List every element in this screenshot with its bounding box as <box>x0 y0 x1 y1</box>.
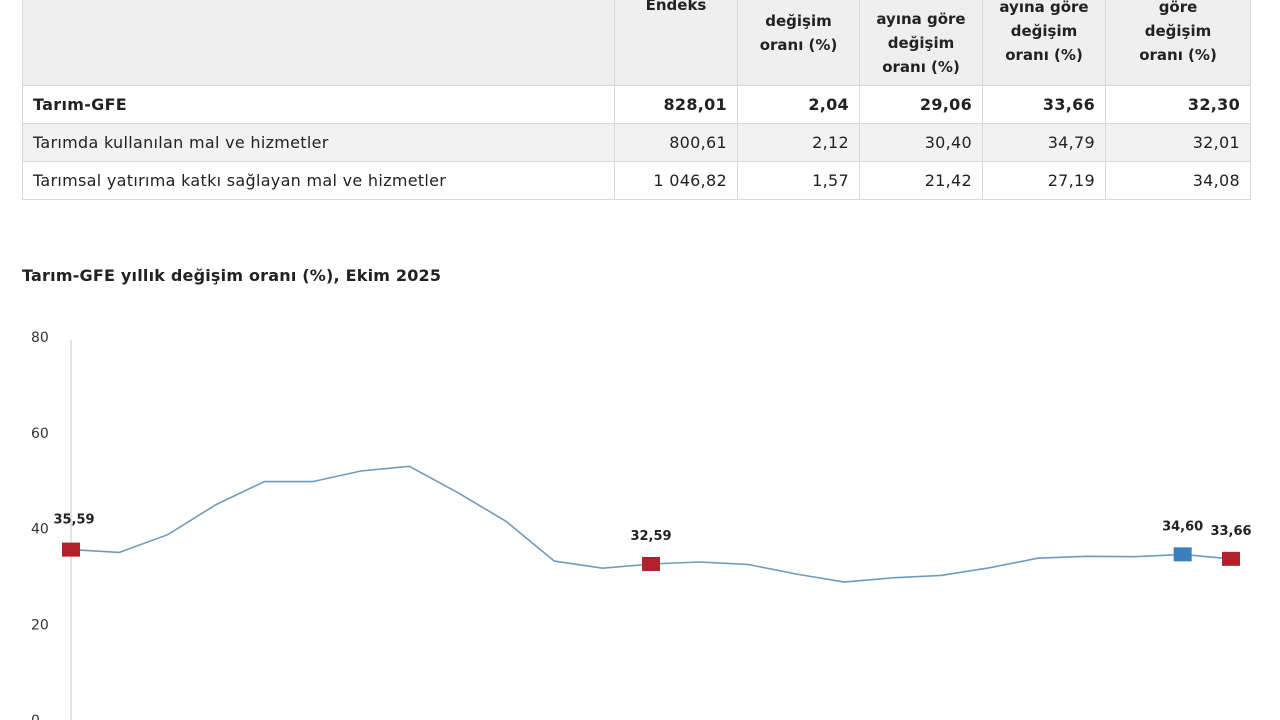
table-row: Tarımsal yatırıma katkı sağlayan mal ve … <box>22 161 1251 200</box>
data-point-marker <box>62 542 80 557</box>
cell: 2,12 <box>737 123 860 162</box>
cell: 34,79 <box>982 123 1106 162</box>
data-label: 32,59 <box>630 529 671 544</box>
data-label: 33,66 <box>1210 524 1251 539</box>
y-tick-label: 0 <box>31 713 40 720</box>
cell: 1 046,82 <box>614 161 738 200</box>
cell: 2,04 <box>737 85 860 124</box>
table-row: Tarımda kullanılan mal ve hizmetler 800,… <box>22 123 1251 162</box>
y-tick-label: 60 <box>31 426 49 442</box>
cell: 800,61 <box>614 123 738 162</box>
cell: 1,57 <box>737 161 860 200</box>
header-index: Endeks <box>614 0 738 86</box>
data-point-marker <box>1222 551 1240 566</box>
data-label: 35,59 <box>53 513 94 528</box>
header-dec-change: ayına göre değişim oranı (%) <box>859 0 983 86</box>
data-label: 34,60 <box>1162 519 1203 534</box>
header-12month-avg-change: göre değişim oranı (%) <box>1105 0 1251 86</box>
cell: 33,66 <box>982 85 1106 124</box>
y-tick-label: 20 <box>31 617 49 633</box>
chart-title: Tarım-GFE yıllık değişim oranı (%), Ekim… <box>22 266 442 285</box>
row-label: Tarımda kullanılan mal ve hizmetler <box>22 123 615 162</box>
y-tick-label: 40 <box>31 522 49 538</box>
y-tick-label: 80 <box>31 330 49 346</box>
row-label: Tarımsal yatırıma katkı sağlayan mal ve … <box>22 161 615 200</box>
line-chart: 0 20 40 60 80 35,59 32,59 34,60 33,66 <box>31 330 1252 720</box>
table-row: Tarım-GFE 828,01 2,04 29,06 33,66 32,30 <box>22 85 1251 124</box>
header-label-col <box>22 0 615 86</box>
cell: 32,01 <box>1105 123 1251 162</box>
cell: 828,01 <box>614 85 738 124</box>
cell: 27,19 <box>982 161 1106 200</box>
cell: 30,40 <box>859 123 983 162</box>
header-same-month-change: ayına göre değişim oranı (%) <box>982 0 1106 86</box>
data-point-marker <box>642 556 660 571</box>
data-table: Endeks değişim oranı (%) ayına göre deği… <box>22 0 1251 200</box>
cell: 32,30 <box>1105 85 1251 124</box>
cell: 34,08 <box>1105 161 1251 200</box>
data-point-marker <box>1173 547 1192 562</box>
table-header-row: Endeks değişim oranı (%) ayına göre deği… <box>22 0 1251 86</box>
cell: 21,42 <box>859 161 983 200</box>
cell: 29,06 <box>859 85 983 124</box>
row-label: Tarım-GFE <box>22 85 615 124</box>
header-monthly-change: değişim oranı (%) <box>737 0 860 86</box>
